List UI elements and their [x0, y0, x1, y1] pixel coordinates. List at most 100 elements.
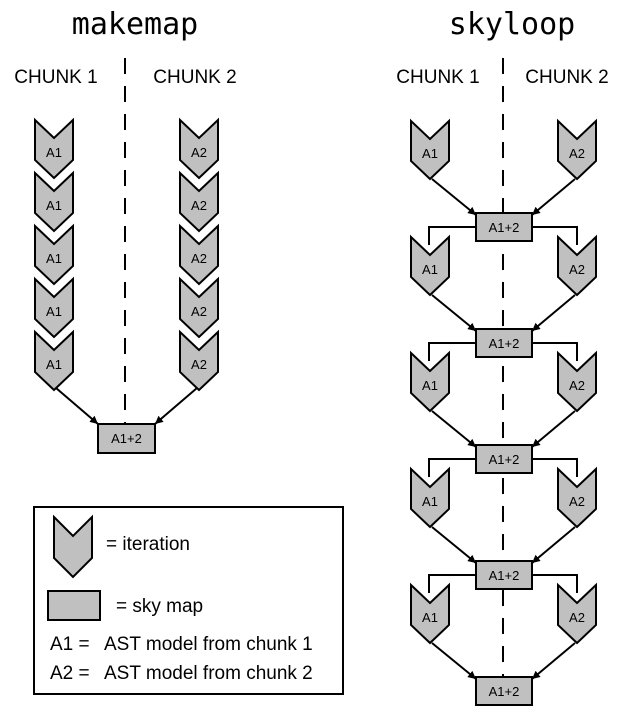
skyloop-arrow-chunk2 — [531, 294, 576, 332]
iteration-chevron-shape — [557, 350, 597, 413]
iteration-chevron-label: A2 — [191, 198, 207, 213]
skyloop-chunk1-iteration: A1 — [410, 118, 450, 181]
makemap-chunk2-label: CHUNK 2 — [153, 67, 236, 88]
skyloop-chunk2-iteration: A2 — [557, 466, 597, 529]
skyloop-sky-map — [475, 212, 533, 242]
skyloop-chunk1-label: CHUNK 1 — [396, 67, 479, 88]
makemap-title: makemap — [72, 7, 198, 42]
legend-iteration-icon — [53, 514, 93, 579]
skyloop-feedback-line-chunk2 — [532, 574, 578, 593]
skyloop-chunk2-iteration: A2 — [557, 118, 597, 181]
iteration-chevron-label: A2 — [569, 378, 585, 393]
legend-sky-map-text: = sky map — [116, 596, 203, 617]
skyloop-sky-map-label: A1+2 — [489, 452, 520, 467]
iteration-chevron-label: A2 — [569, 610, 585, 625]
iteration-chevron-label: A1 — [46, 357, 62, 372]
makemap-chunk2-iteration: A2 — [179, 329, 219, 392]
iteration-chevron-shape — [179, 223, 219, 286]
legend-a2-text: AST model from chunk 2 — [104, 663, 313, 684]
legend: = iteration = sky map A1 = AST model fro… — [33, 506, 344, 695]
skyloop-feedback-line-chunk1 — [428, 458, 476, 477]
skyloop-panel: skyloop CHUNK 1 CHUNK 2 A1 A2 A1+2 A1 A2 A1+2… — [396, 7, 609, 706]
skyloop-chunk2-iteration: A2 — [557, 582, 597, 645]
iteration-chevron-label: A1 — [46, 145, 62, 160]
legend-a1-key: A1 = — [50, 634, 90, 655]
skyloop-chunk1-iteration: A1 — [410, 234, 450, 297]
makemap-chunk2-iteration: A2 — [179, 223, 219, 286]
skyloop-arrow-chunk1 — [431, 526, 477, 564]
iteration-chevron-shape — [179, 329, 219, 392]
makemap-arrow-chunk1 — [55, 387, 99, 425]
iteration-chevron-label: A1 — [422, 494, 438, 509]
iteration-chevron-label: A1 — [422, 610, 438, 625]
skyloop-sky-map-label: A1+2 — [489, 336, 520, 351]
makemap-arrow-chunk2 — [154, 387, 198, 425]
legend-a1-text: AST model from chunk 1 — [104, 634, 313, 655]
iteration-chevron-shape — [410, 466, 450, 529]
skyloop-chunk2-iteration: A2 — [557, 350, 597, 413]
skyloop-arrow-chunk1 — [431, 178, 477, 216]
skyloop-sky-map — [475, 676, 533, 706]
iteration-chevron-shape — [557, 234, 597, 297]
skyloop-sky-map-label: A1+2 — [489, 220, 520, 235]
iteration-chevron-shape — [557, 118, 597, 181]
iteration-chevron-label: A2 — [191, 251, 207, 266]
skyloop-arrow-chunk2 — [531, 642, 576, 680]
skyloop-sky-map-label: A1+2 — [489, 568, 520, 583]
iteration-chevron-label: A2 — [191, 304, 207, 319]
makemap-chunk1-label: CHUNK 1 — [14, 67, 97, 88]
iteration-chevron-shape — [34, 117, 74, 180]
skyloop-feedback-line-chunk2 — [532, 458, 578, 477]
makemap-chunk1-iteration: A1 — [34, 170, 74, 233]
makemap-chunk2-iteration: A2 — [179, 117, 219, 180]
iteration-chevron-shape — [410, 582, 450, 645]
iteration-chevron-label: A2 — [191, 357, 207, 372]
iteration-chevron-label: A2 — [569, 494, 585, 509]
iteration-chevron-shape — [410, 234, 450, 297]
iteration-chevron-label: A2 — [569, 262, 585, 277]
skyloop-feedback-line-chunk1 — [428, 574, 476, 593]
skyloop-chunk1-iteration: A1 — [410, 466, 450, 529]
makemap-sky-map-label: A1+2 — [111, 431, 142, 446]
iteration-chevron-label: A1 — [46, 251, 62, 266]
iteration-chevron-shape — [410, 118, 450, 181]
skyloop-sky-map-label: A1+2 — [489, 684, 520, 699]
makemap-sky-map — [97, 423, 156, 454]
iteration-chevron-shape — [179, 276, 219, 339]
iteration-chevron-shape — [557, 466, 597, 529]
skyloop-title: skyloop — [449, 7, 575, 42]
skyloop-arrow-chunk1 — [431, 642, 477, 680]
skyloop-arrow-chunk1 — [431, 410, 477, 448]
iteration-chevron-label: A1 — [46, 304, 62, 319]
legend-a2-key: A2 = — [50, 663, 90, 684]
iteration-chevron-shape — [34, 170, 74, 233]
makemap-panel: makemap CHUNK 1 CHUNK 2 A1 A2 A1 A2 A1 A2 A1 A2… — [14, 7, 237, 454]
makemap-iterations: A1 A2 A1 A2 A1 A2 A1 A2 A1 A2 — [34, 117, 219, 392]
iteration-chevron-label: A2 — [191, 145, 207, 160]
iteration-chevron-label: A2 — [569, 146, 585, 161]
iteration-chevron-shape — [179, 117, 219, 180]
iteration-chevron-shape — [34, 276, 74, 339]
legend-iteration-text: = iteration — [106, 534, 190, 555]
skyloop-arrow-chunk2 — [531, 526, 576, 564]
skyloop-chunk1-iteration: A1 — [410, 350, 450, 413]
skyloop-feedback-line-chunk1 — [428, 342, 476, 361]
skyloop-arrow-chunk2 — [531, 410, 576, 448]
makemap-chunk1-iteration: A1 — [34, 329, 74, 392]
makemap-chunk1-iteration: A1 — [34, 223, 74, 286]
iteration-chevron-shape — [557, 582, 597, 645]
skyloop-arrow-chunk1 — [431, 294, 477, 332]
iteration-chevron-shape — [34, 223, 74, 286]
makemap-chunk1-iteration: A1 — [34, 276, 74, 339]
legend-sky-map-icon — [47, 590, 101, 621]
iteration-chevron-shape — [410, 350, 450, 413]
iteration-chevron-shape — [179, 170, 219, 233]
iteration-chevron-label: A1 — [422, 146, 438, 161]
skyloop-feedback-line-chunk1 — [428, 226, 476, 245]
skyloop-chunk2-label: CHUNK 2 — [525, 67, 608, 88]
skyloop-chunk2-iteration: A2 — [557, 234, 597, 297]
skyloop-feedback-line-chunk2 — [532, 226, 578, 245]
makemap-chunk2-iteration: A2 — [179, 276, 219, 339]
iteration-chevron-shape — [34, 329, 74, 392]
